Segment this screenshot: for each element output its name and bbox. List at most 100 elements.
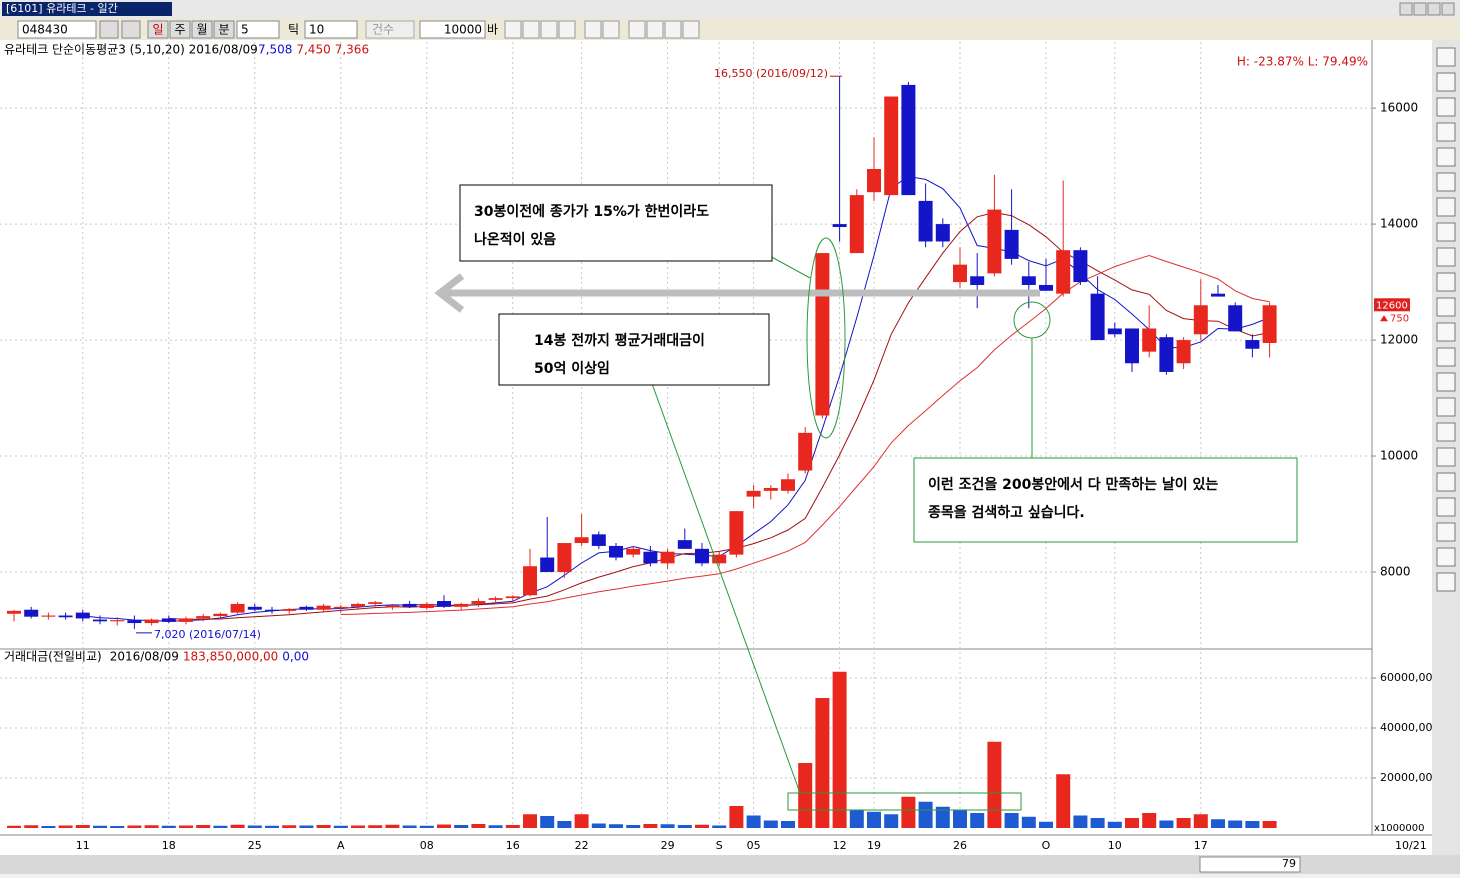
sidebar-icon[interactable] bbox=[1436, 197, 1456, 217]
search-button[interactable] bbox=[99, 20, 119, 39]
volume-bar bbox=[75, 825, 90, 828]
toolbar-icon[interactable] bbox=[682, 20, 700, 39]
period-button[interactable] bbox=[191, 20, 213, 39]
volume-bar bbox=[1125, 818, 1139, 828]
candle-body bbox=[815, 253, 830, 416]
candle-body bbox=[1107, 328, 1122, 335]
window-title: [6101] 유라테크 - 일간 bbox=[6, 1, 118, 15]
count-select[interactable] bbox=[365, 20, 415, 39]
x-tick-label: 12 bbox=[833, 839, 847, 852]
sidebar-icon[interactable] bbox=[1436, 147, 1456, 167]
sidebar-icon[interactable] bbox=[1436, 447, 1456, 467]
callout-text: 30봉이전에 종가가 15%가 한번이라도 bbox=[474, 203, 709, 220]
sidebar-icon[interactable] bbox=[1436, 122, 1456, 142]
highlight-rect bbox=[787, 792, 1022, 811]
period-button[interactable] bbox=[147, 20, 169, 39]
volume-header-value: 0,00 bbox=[282, 650, 309, 664]
x-tick-label: 08 bbox=[420, 839, 434, 852]
candle-body bbox=[471, 601, 486, 604]
volume-header-value: 2016/08/09 bbox=[110, 650, 179, 664]
period-text: 월 bbox=[196, 23, 207, 37]
volume-bar bbox=[196, 825, 211, 828]
volume-bar bbox=[815, 698, 830, 828]
sidebar-icon[interactable] bbox=[1436, 422, 1456, 442]
unit-label: x1000000 bbox=[1374, 823, 1424, 834]
sidebar-icon[interactable] bbox=[1436, 297, 1456, 317]
x-tick-label: 11 bbox=[76, 839, 90, 852]
sidebar-icon[interactable] bbox=[1436, 497, 1456, 517]
moving-average bbox=[340, 254, 1270, 615]
volume-bar bbox=[93, 825, 107, 828]
sidebar-icon[interactable] bbox=[1436, 97, 1456, 117]
volume-bar bbox=[849, 810, 864, 828]
toolbar-icon[interactable] bbox=[504, 20, 522, 39]
moving-average bbox=[82, 175, 1270, 622]
search-button[interactable] bbox=[121, 20, 141, 39]
candle-body bbox=[574, 537, 589, 544]
count-input[interactable] bbox=[419, 20, 486, 39]
sidebar-icon[interactable] bbox=[1436, 47, 1456, 67]
sidebar-icon[interactable] bbox=[1436, 72, 1456, 92]
volume-bar bbox=[333, 825, 348, 828]
candle-body bbox=[1004, 229, 1019, 259]
volume-bar bbox=[695, 824, 709, 828]
code-input[interactable] bbox=[17, 20, 97, 39]
candle-body bbox=[712, 554, 727, 564]
sidebar-icon[interactable] bbox=[1436, 572, 1456, 592]
change-text: 750 bbox=[1390, 313, 1409, 324]
volume-bar bbox=[419, 825, 434, 828]
candle-body bbox=[1039, 284, 1053, 291]
x-tick-label: 22 bbox=[575, 839, 589, 852]
period-button[interactable] bbox=[213, 20, 235, 39]
candle-body bbox=[763, 487, 778, 491]
toolbar-icon[interactable] bbox=[584, 20, 602, 39]
sidebar-icon[interactable] bbox=[1436, 472, 1456, 492]
y-tick-label: 10000 bbox=[1380, 449, 1418, 463]
volume-bar bbox=[1021, 816, 1036, 828]
toolbar-icon[interactable] bbox=[602, 20, 620, 39]
candle-body bbox=[419, 603, 434, 608]
sidebar-icon[interactable] bbox=[1436, 272, 1456, 292]
candle-body bbox=[901, 84, 916, 196]
sidebar-icon[interactable] bbox=[1436, 172, 1456, 192]
sidebar-icon[interactable] bbox=[1436, 247, 1456, 267]
window-button[interactable] bbox=[1399, 2, 1413, 16]
y-tick-label: 16000 bbox=[1380, 101, 1418, 115]
sidebar-icon[interactable] bbox=[1436, 372, 1456, 392]
candle-body bbox=[1090, 293, 1105, 341]
candle-body bbox=[265, 609, 279, 611]
volume-bar bbox=[7, 825, 21, 828]
candle-body bbox=[230, 603, 245, 613]
volume-bar bbox=[24, 825, 39, 828]
toolbar-icon[interactable] bbox=[522, 20, 540, 39]
position-box[interactable] bbox=[1199, 856, 1301, 873]
period-button[interactable] bbox=[169, 20, 191, 39]
candle-body bbox=[144, 619, 159, 624]
window-button[interactable] bbox=[1413, 2, 1427, 16]
window-button[interactable] bbox=[1427, 2, 1441, 16]
volume-bar bbox=[1073, 815, 1088, 828]
scrollbar[interactable] bbox=[0, 855, 1460, 874]
toolbar-icon[interactable] bbox=[646, 20, 664, 39]
toolbar-icon[interactable] bbox=[540, 20, 558, 39]
sidebar-icon[interactable] bbox=[1436, 222, 1456, 242]
minute-select[interactable] bbox=[236, 20, 280, 39]
toolbar-icon[interactable] bbox=[628, 20, 646, 39]
big-arrow bbox=[434, 273, 1040, 313]
sidebar-icon[interactable] bbox=[1436, 547, 1456, 567]
candle-body bbox=[1228, 305, 1243, 332]
candle-body bbox=[179, 618, 193, 622]
toolbar-icon[interactable] bbox=[558, 20, 576, 39]
price-tag bbox=[1374, 298, 1410, 312]
volume-bar bbox=[1245, 821, 1260, 828]
toolbar-icon[interactable] bbox=[664, 20, 682, 39]
sidebar-icon[interactable] bbox=[1436, 347, 1456, 367]
window-button[interactable] bbox=[1441, 2, 1455, 16]
sidebar-icon[interactable] bbox=[1436, 322, 1456, 342]
sidebar-icon[interactable] bbox=[1436, 397, 1456, 417]
candle-body bbox=[58, 615, 73, 618]
count-label: 건수 bbox=[372, 23, 394, 37]
y-tick-label: 12000 bbox=[1380, 333, 1418, 347]
tick-select[interactable] bbox=[304, 20, 358, 39]
sidebar-icon[interactable] bbox=[1436, 522, 1456, 542]
